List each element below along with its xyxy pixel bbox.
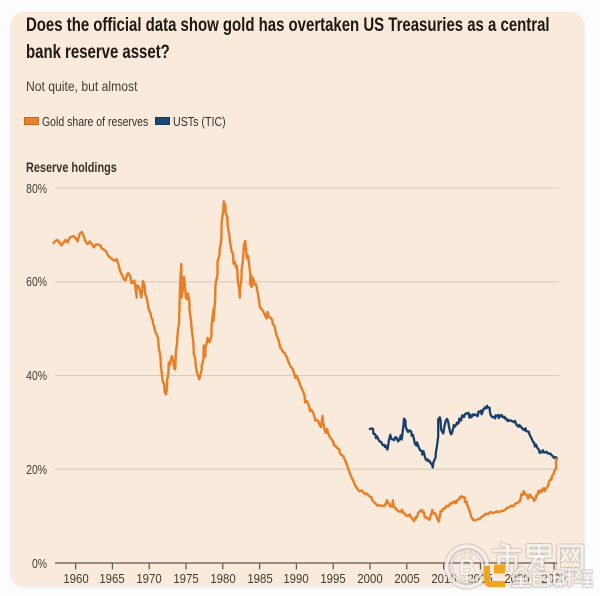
svg-text:B: B: [459, 554, 476, 580]
